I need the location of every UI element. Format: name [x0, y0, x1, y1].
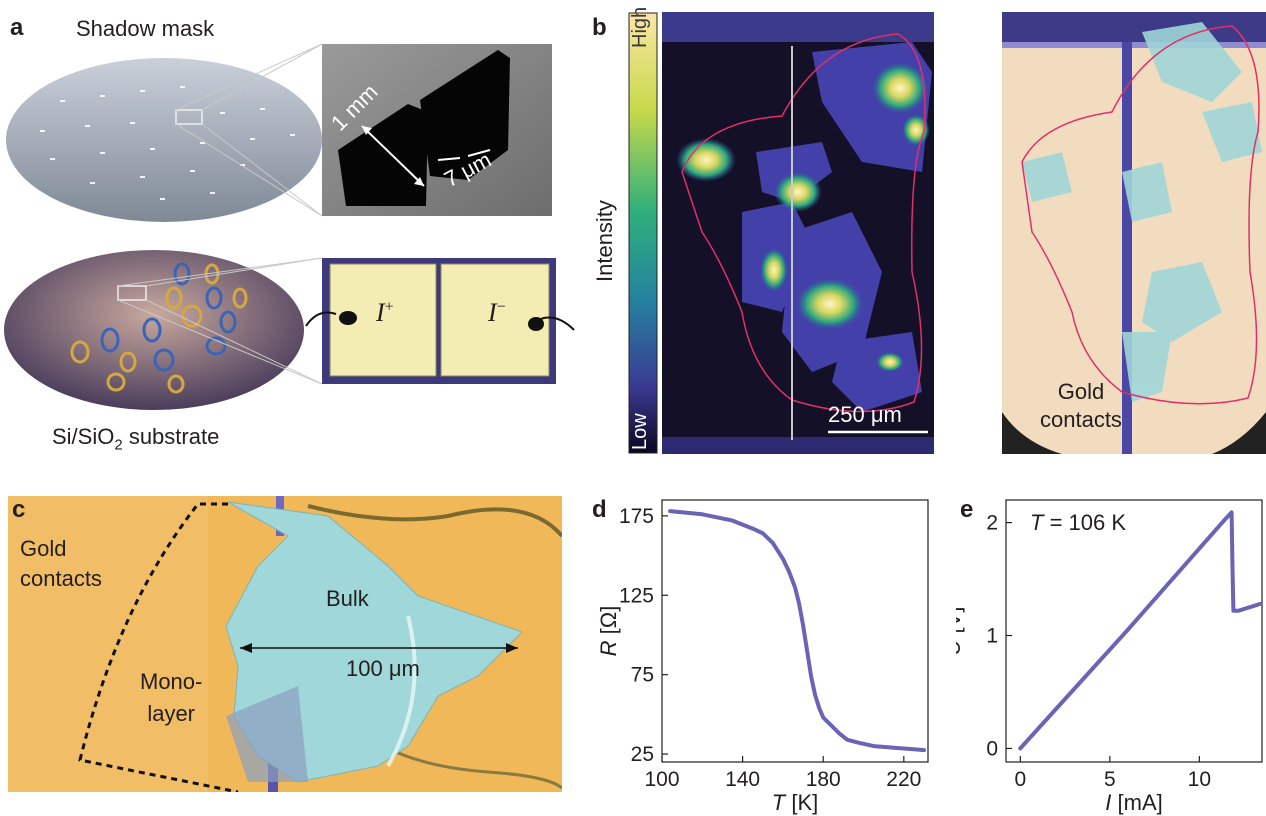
substrate-label-suffix: substrate [122, 424, 220, 449]
intensity-map [662, 12, 934, 454]
chart-d-plot-frame [661, 499, 929, 763]
chart-e: 0 5 10 0 1 2 I [mA] U [V] T = 106 K [956, 499, 1263, 815]
panel-label-a: a [10, 14, 24, 41]
contact-label-plus: I+ [376, 298, 394, 328]
dimension-arrow-1mm [361, 125, 425, 187]
zoom-box-mask [175, 109, 203, 125]
flake-outline-b [681, 33, 926, 413]
panel-a-title: Shadow mask [76, 16, 215, 41]
chart-d-y-tick-label: 25 [631, 743, 654, 766]
chart-e-x-tick-label: 0 [1014, 768, 1026, 791]
chart-e-y-tick-label: 2 [986, 512, 998, 535]
gold-contacts-label-c: Gold contacts [20, 534, 102, 594]
shadow-mask-disk [6, 58, 322, 222]
colorbar-axis-label: Intensity [592, 200, 617, 282]
chart-e-x-axis-label: I [mA] [1105, 790, 1162, 815]
substrate-disk [4, 250, 304, 410]
chart-e-y-axis-label: U [V] [956, 607, 965, 656]
contact-label-minus-sup: − [496, 298, 506, 316]
panel-label-b: b [592, 14, 607, 41]
chart-d-y-tick-label: 75 [631, 664, 654, 687]
chart-d-series-line [668, 509, 926, 753]
chart-e-temperature-annotation: T = 106 K [1030, 510, 1126, 535]
zoom-box-substrate [117, 285, 147, 301]
gold-line2-c: contacts [20, 566, 102, 591]
colorbar-high-label: High [629, 6, 651, 48]
panel-label-e: e [960, 496, 974, 523]
mask-slits [40, 86, 295, 200]
wire-left [305, 311, 337, 327]
panel-label-c: c [12, 496, 26, 523]
chart-d-x-tick-label: 220 [886, 768, 921, 791]
chart-e-y-tick-label: 0 [986, 737, 998, 760]
monolayer-line2: layer [147, 701, 196, 726]
substrate-label: Si/SiO2 substrate [52, 424, 219, 453]
flake-outline-optical [1021, 25, 1260, 405]
bulk-label: Bulk [326, 586, 369, 611]
chart-e-layer: 0 5 10 0 1 2 I [mA] U [V] T = 106 K [956, 499, 1263, 815]
optical-gold-contacts-label: Gold contacts [1040, 378, 1122, 434]
panel-a-illustration [4, 43, 575, 410]
colorbar-low-label: Low [629, 413, 651, 450]
optical-image-b [1002, 12, 1266, 454]
chart-e-x-tick-label: 5 [1104, 768, 1116, 791]
substrate-label-prefix: Si/SiO [52, 424, 115, 449]
optical-gold-line2: contacts [1040, 407, 1122, 432]
contact-label-minus: I− [488, 298, 506, 328]
chart-d-y-tick-label: 175 [619, 505, 654, 528]
monolayer-line1: Mono- [140, 669, 203, 694]
contact-label-plus-base: I [376, 298, 385, 327]
gold-line1-c: Gold [20, 536, 67, 561]
chart-d-x-tick-label: 180 [806, 768, 841, 791]
contact-label-plus-sup: + [384, 298, 394, 316]
chart-d-layer: 100 140 180 220 25 75 125 175 T [K] R [Ω] [596, 499, 929, 815]
chart-e-y-tick-label: 1 [986, 625, 998, 648]
chart-d-x-tick-label: 100 [644, 768, 679, 791]
contact-label-minus-base: I [488, 298, 497, 327]
chart-e-x-tick-label: 10 [1188, 768, 1211, 791]
flake-pieces [1022, 22, 1262, 402]
chart-d-y-axis-label: R [Ω] [596, 606, 621, 657]
panel-label-d: d [592, 496, 607, 523]
scalebar-label: 250 μm [828, 402, 902, 427]
dashed-boundary-c [78, 502, 239, 792]
chart-d-x-tick-label: 140 [725, 768, 760, 791]
monolayer-label: Mono- layer [140, 666, 202, 730]
chart-d-y-tick-label: 125 [619, 584, 654, 607]
chart-d-x-axis-label: T [K] [772, 790, 818, 815]
mask-opening-right [420, 50, 510, 180]
colorbar [628, 12, 658, 454]
optical-gold-line1: Gold [1057, 379, 1105, 404]
dimension-label-100um: 100 μm [346, 656, 420, 681]
mask-opening-left [338, 104, 428, 206]
substrate-label-sub: 2 [114, 436, 123, 454]
chart-d: 100 140 180 220 25 75 125 175 T [K] R [Ω] [596, 499, 929, 815]
substrate-contacts [70, 262, 248, 394]
optical-image-c [8, 496, 562, 792]
chart-e-series-line [1018, 510, 1263, 751]
chart-e-plot-frame [1005, 499, 1263, 763]
